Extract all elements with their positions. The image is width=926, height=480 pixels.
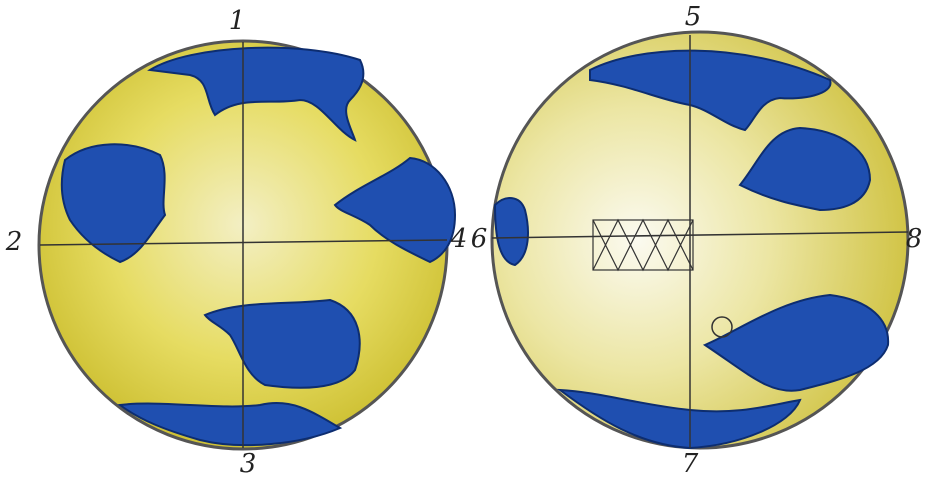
land xyxy=(702,293,890,392)
marker-label: 6 xyxy=(471,224,488,254)
land xyxy=(493,197,529,267)
land xyxy=(738,126,872,212)
left-hemisphere xyxy=(37,39,457,451)
equator xyxy=(491,231,909,239)
land xyxy=(333,156,457,264)
land xyxy=(60,143,167,264)
equator xyxy=(39,239,448,246)
marker-label: 3 xyxy=(240,449,257,479)
marker-label: 2 xyxy=(5,227,23,257)
marker-label: 4 xyxy=(450,224,468,254)
marker-label: 5 xyxy=(685,2,702,32)
land xyxy=(589,49,832,132)
marker-label: 8 xyxy=(906,224,923,254)
right-hemisphere xyxy=(490,30,910,450)
land xyxy=(556,388,802,450)
land xyxy=(117,401,343,447)
marker-label: 7 xyxy=(682,449,699,479)
marker-label: 1 xyxy=(229,6,246,36)
marker-circle xyxy=(711,316,733,338)
land xyxy=(147,46,365,142)
